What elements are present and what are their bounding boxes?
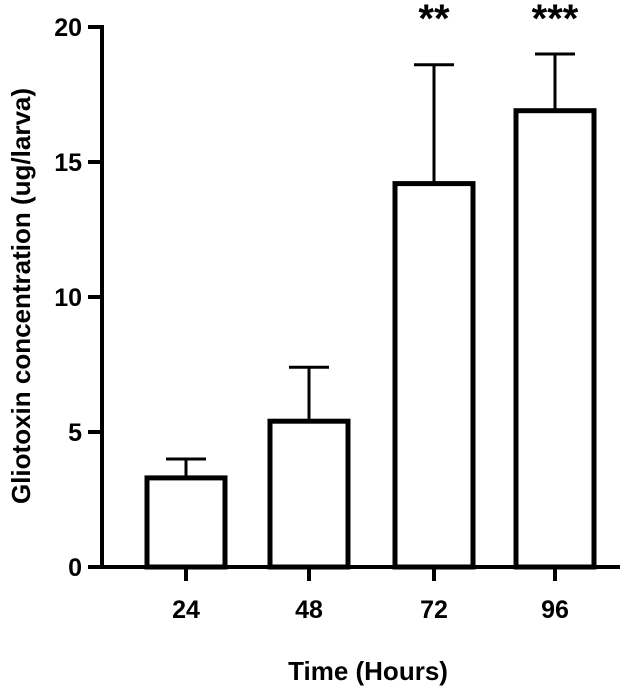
bars: [144, 108, 597, 570]
significance-marker: ***: [532, 0, 579, 41]
x-tick-label: 24: [172, 596, 200, 624]
bar-48: [267, 418, 351, 570]
y-tick-label: 0: [68, 554, 82, 582]
y-axis-title: Gliotoxin concentration (ug/larva): [6, 88, 36, 504]
y-tick-label: 5: [68, 419, 82, 447]
y-tick-label: 10: [54, 284, 82, 312]
x-tick-label: 96: [541, 596, 569, 624]
significance-labels: ** ***: [418, 0, 578, 41]
error-bars: [166, 52, 575, 478]
x-tick-label: 48: [295, 596, 323, 624]
bar-24: [144, 475, 228, 570]
significance-marker: **: [418, 0, 450, 41]
x-axis-title: Time (Hours): [288, 656, 448, 686]
x-tick-label: 72: [420, 596, 448, 624]
y-tick-label: 20: [54, 14, 82, 42]
bar-96: [513, 108, 597, 570]
x-axis-ticks: 24 48 72 96: [172, 567, 569, 624]
bar-72: [392, 181, 476, 570]
y-axis-ticks: 0 5 10 15 20: [54, 14, 102, 582]
y-tick-label: 15: [54, 149, 82, 177]
